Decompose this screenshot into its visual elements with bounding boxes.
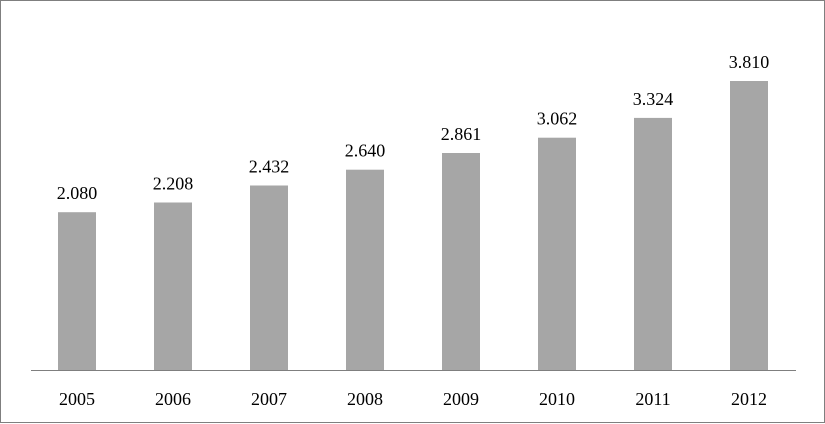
value-labels-group: 2.080 2.208 2.432 2.640 2.861 3.062 3.324 3.810 (57, 52, 770, 203)
bars-group (58, 81, 768, 371)
bar-2005 (58, 212, 96, 370)
bar-2008 (346, 169, 384, 370)
data-label-2009: 2.861 (441, 124, 482, 144)
data-label-2006: 2.208 (153, 174, 194, 194)
x-tick-label-2005: 2005 (59, 389, 95, 409)
x-tick-label-2006: 2006 (155, 389, 191, 409)
data-label-2010: 3.062 (537, 109, 578, 129)
bar-2010 (538, 137, 576, 370)
bar-2011 (634, 117, 672, 371)
bar-2009 (442, 153, 480, 370)
x-tick-label-2007: 2007 (251, 389, 287, 409)
data-label-2005: 2.080 (57, 183, 98, 203)
x-tick-label-2010: 2010 (539, 389, 575, 409)
data-label-2007: 2.432 (249, 157, 290, 177)
bar-2007 (250, 185, 288, 370)
bar-2006 (154, 202, 192, 370)
x-tick-label-2008: 2008 (347, 389, 383, 409)
data-label-2012: 3.810 (729, 52, 770, 72)
x-tick-labels-group: 2005 2006 2007 2008 2009 2010 2011 2012 (59, 389, 767, 409)
data-label-2008: 2.640 (345, 141, 386, 161)
data-label-2011: 3.324 (633, 89, 674, 109)
x-tick-label-2012: 2012 (731, 389, 767, 409)
x-tick-label-2009: 2009 (443, 389, 479, 409)
bar-2012 (730, 81, 768, 370)
x-tick-label-2011: 2011 (635, 389, 670, 409)
